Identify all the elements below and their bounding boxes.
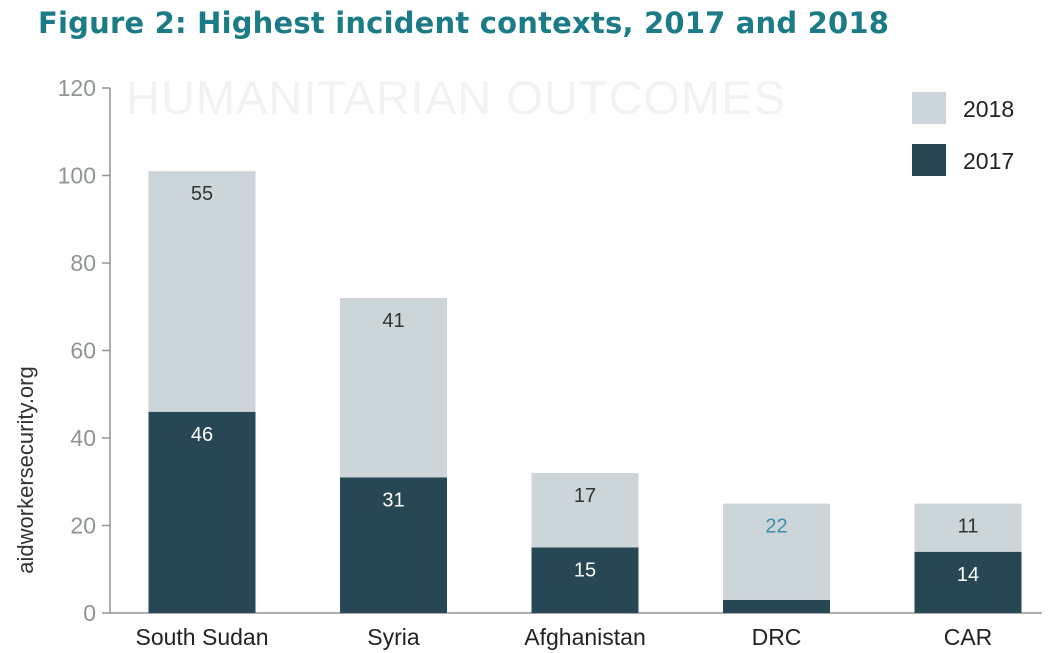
legend-label-2017: 2017 <box>963 148 1014 174</box>
x-tick-label: CAR <box>944 624 993 650</box>
y-tick-label: 0 <box>83 600 96 626</box>
y-tick-label: 80 <box>70 250 96 276</box>
chart-title: Figure 2: Highest incident contexts, 201… <box>38 6 890 40</box>
legend-swatch-2017 <box>912 144 946 176</box>
bar-2018-syria <box>340 298 447 478</box>
bar-2018-car <box>914 503 1022 552</box>
legend-label-2018: 2018 <box>963 96 1014 122</box>
bar-2017-syria <box>340 477 447 613</box>
x-tick-label: DRC <box>752 624 802 650</box>
data-label: 22 <box>765 516 787 538</box>
data-label: 31 <box>382 489 404 511</box>
data-label: 55 <box>191 183 213 205</box>
y-tick-label: 40 <box>70 425 96 451</box>
bar-2017-car <box>914 551 1022 613</box>
y-tick-label: 100 <box>58 163 96 189</box>
data-label: 11 <box>958 516 979 538</box>
data-label: 46 <box>191 424 213 446</box>
data-label: 17 <box>574 485 596 507</box>
bar-2017-afghanistan <box>531 547 639 613</box>
y-tick-label: 120 <box>58 75 96 101</box>
watermark-text: HUMANITARIAN OUTCOMES <box>126 71 786 124</box>
legend: 2018 2017 <box>912 92 1014 176</box>
data-label: 41 <box>382 310 404 332</box>
x-tick-label: Afghanistan <box>524 624 645 650</box>
bar-2017-drc <box>723 599 830 613</box>
bar-2017-south-sudan <box>148 411 256 613</box>
y-tick-label: 20 <box>70 513 96 539</box>
legend-swatch-2018 <box>912 92 946 124</box>
data-label: 15 <box>574 559 596 581</box>
x-tick-label: Syria <box>367 624 420 650</box>
bar-2018-south-sudan <box>148 171 256 412</box>
x-tick-label: South Sudan <box>135 624 268 650</box>
y-tick-label: 60 <box>70 338 96 364</box>
data-label: 14 <box>957 564 979 586</box>
y-axis-label: aidworkersecurity.org <box>13 366 38 573</box>
bar-2018-drc <box>723 503 830 600</box>
bar-2018-afghanistan <box>531 473 639 548</box>
